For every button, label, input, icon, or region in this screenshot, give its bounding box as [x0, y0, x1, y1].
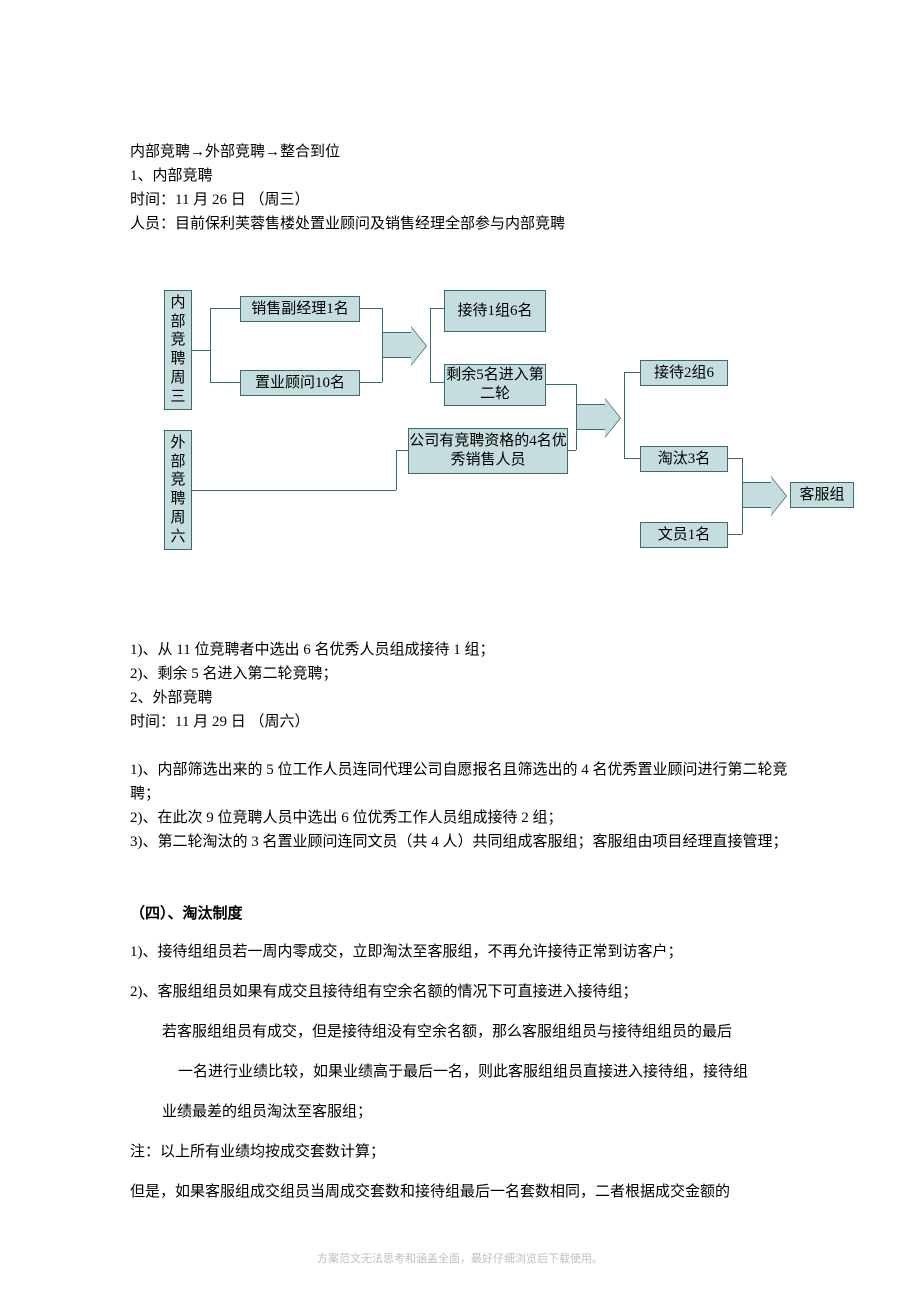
node-manager: 销售副经理1名 — [240, 296, 360, 322]
connector — [396, 450, 408, 451]
connector — [192, 350, 210, 351]
node-remaining: 剩余5名进入第二轮 — [444, 364, 546, 406]
footer-text: 方案范文无法思考和涵盖全面，最好仔细浏览后下载使用。 — [0, 1250, 920, 1266]
s4-p1: 1)、接待组组员若一周内零成交，立即淘汰至客服组，不再允许接待正常到访客户； — [130, 940, 810, 964]
node-eliminated: 淘汰3名 — [640, 446, 728, 472]
connector — [728, 458, 742, 459]
connector — [430, 382, 444, 383]
connector — [624, 372, 625, 458]
arrow-icon — [742, 482, 772, 508]
s4-p5: 业绩最差的组员淘汰至客服组； — [130, 1100, 810, 1124]
s4-p4: 一名进行业绩比较，如果业绩高于最后一名，则此客服组组员直接进入接待组，接待组 — [130, 1060, 810, 1084]
intro-line-1: 内部竞聘→外部竞聘→整合到位 — [130, 140, 810, 164]
node-internal: 内部竞聘周三 — [164, 290, 192, 410]
mid-3: 2、外部竞聘 — [130, 686, 810, 710]
mid-4: 时间：11 月 29 日 （周六） — [130, 710, 810, 734]
s4-p2: 2)、客服组组员如果有成交且接待组有空余名额的情况下可直接进入接待组； — [130, 980, 810, 1004]
connector — [624, 458, 640, 459]
connector — [430, 308, 431, 382]
connector — [360, 308, 382, 309]
mid-5: 1)、内部筛选出来的 5 位工作人员连同代理公司自愿报名且筛选出的 4 名优秀置… — [130, 758, 810, 806]
flowchart: 内部竞聘周三 外部竞聘周六 销售副经理1名 置业顾问10名 接待1组6名 剩余5… — [130, 290, 810, 590]
node-consultant: 置业顾问10名 — [240, 370, 360, 396]
mid-2: 2)、剩余 5 名进入第二轮竞聘； — [130, 662, 810, 686]
connector — [624, 372, 640, 373]
node-external: 外部竞聘周六 — [164, 430, 192, 550]
mid-7: 3)、第二轮淘汰的 3 名置业顾问连同文员（共 4 人）共同组成客服组；客服组由… — [130, 830, 810, 854]
connector — [728, 534, 742, 535]
node-group2: 接待2组6 — [640, 360, 728, 386]
arrow-icon — [576, 404, 606, 430]
connector — [360, 382, 382, 383]
node-group1: 接待1组6名 — [444, 290, 546, 332]
connector — [210, 382, 240, 383]
s4-note: 注：以上所有业绩均按成交套数计算； — [130, 1140, 810, 1164]
section-4-title: （四）、淘汰制度 — [130, 902, 810, 926]
connector — [396, 450, 397, 490]
node-clerk: 文员1名 — [640, 522, 728, 548]
intro-line-2: 1、内部竞聘 — [130, 164, 810, 188]
connector — [430, 308, 444, 309]
connector — [210, 308, 211, 382]
connector — [546, 384, 576, 385]
node-qualified: 公司有竞聘资格的4名优秀销售人员 — [408, 428, 568, 474]
connector — [192, 490, 396, 491]
s4-p3: 若客服组组员有成交，但是接待组没有空余名额，那么客服组组员与接待组组员的最后 — [130, 1020, 810, 1044]
page-content: 内部竞聘→外部竞聘→整合到位 1、内部竞聘 时间：11 月 26 日 （周三） … — [130, 140, 810, 1204]
node-service: 客服组 — [790, 482, 854, 508]
connector — [568, 450, 576, 451]
mid-1: 1)、从 11 位竞聘者中选出 6 名优秀人员组成接待 1 组； — [130, 638, 810, 662]
arrow-icon — [382, 332, 412, 358]
mid-6: 2)、在此次 9 位竞聘人员中选出 6 位优秀工作人员组成接待 2 组； — [130, 806, 810, 830]
s4-p6: 但是，如果客服组成交组员当周成交套数和接待组最后一名套数相同，二者根据成交金额的 — [130, 1180, 810, 1204]
intro-line-4: 人员：目前保利芙蓉售楼处置业顾问及销售经理全部参与内部竞聘 — [130, 212, 810, 236]
intro-line-3: 时间：11 月 26 日 （周三） — [130, 188, 810, 212]
connector — [210, 308, 240, 309]
